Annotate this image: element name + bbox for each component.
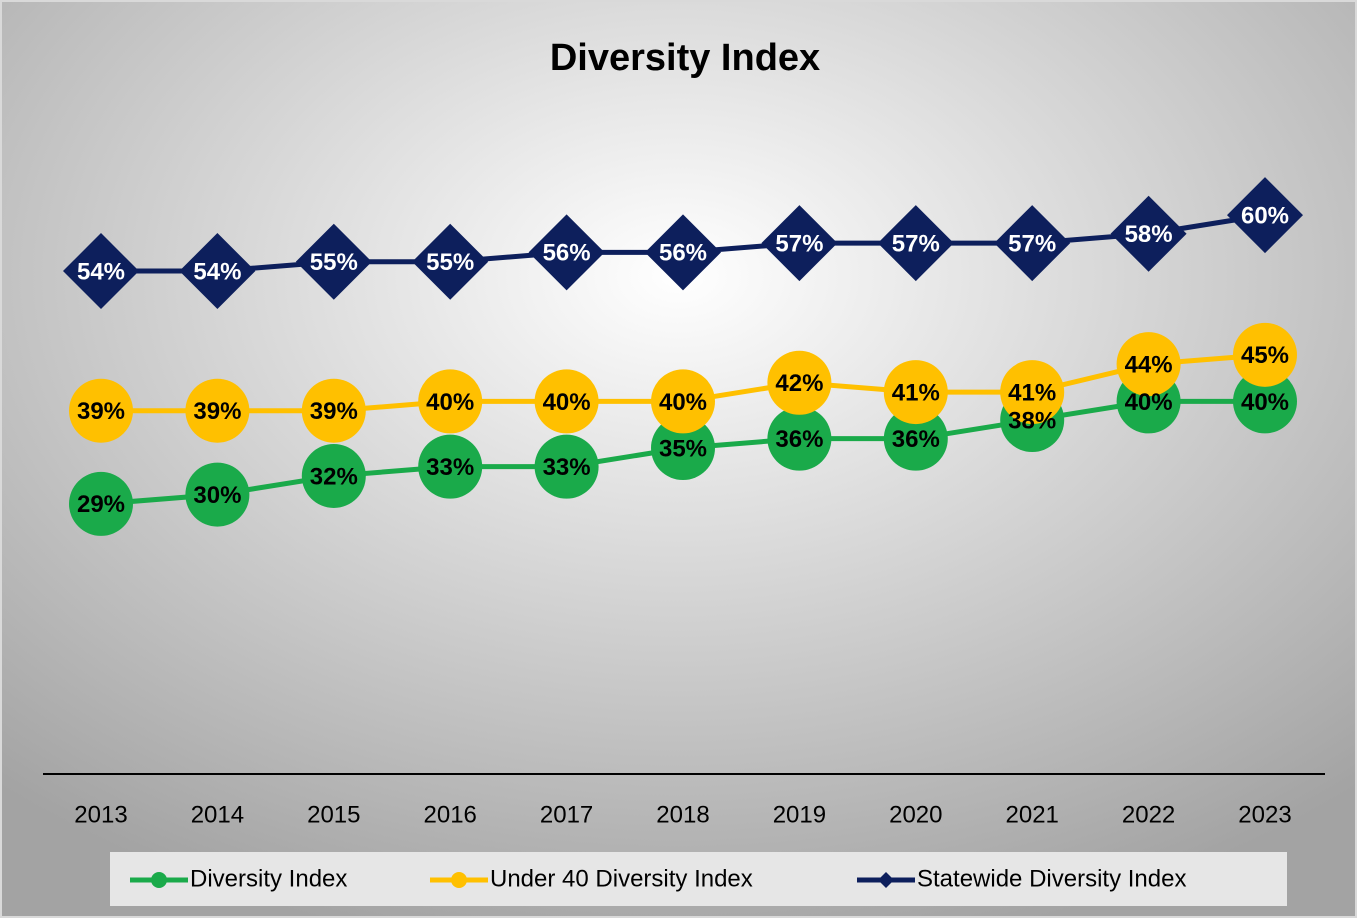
data-label: 40% [659, 389, 707, 416]
x-tick-label: 2014 [191, 801, 244, 828]
x-tick-label: 2023 [1238, 801, 1291, 828]
data-label: 36% [892, 426, 940, 453]
point-marker [651, 369, 715, 434]
data-label: 56% [543, 240, 591, 267]
point-marker [534, 369, 599, 434]
point-marker [528, 214, 605, 291]
point-marker [767, 406, 832, 471]
legend-marker [151, 872, 167, 888]
data-label: 57% [892, 230, 940, 257]
point-marker [418, 434, 483, 499]
x-tick-label: 2020 [889, 801, 942, 828]
x-tick-label: 2022 [1122, 801, 1175, 828]
legend-marker [878, 872, 894, 888]
legend-label: Under 40 Diversity Index [490, 865, 753, 892]
data-label: 40% [1125, 389, 1173, 416]
data-label: 35% [659, 435, 707, 462]
point-marker [301, 443, 366, 508]
data-label: 36% [775, 426, 823, 453]
data-label: 32% [310, 463, 358, 490]
data-label: 57% [775, 230, 823, 257]
data-label: 40% [543, 389, 591, 416]
data-label: 60% [1241, 202, 1289, 229]
point-marker [418, 369, 483, 434]
point-marker [651, 416, 715, 480]
point-marker [767, 350, 832, 415]
data-label: 45% [1241, 342, 1289, 369]
legend-label: Statewide Diversity Index [917, 865, 1186, 892]
data-label: 55% [310, 249, 358, 276]
x-tick-label: 2019 [773, 801, 826, 828]
data-label: 54% [77, 258, 125, 285]
data-label: 39% [310, 398, 358, 425]
data-label: 56% [659, 240, 707, 267]
data-label: 57% [1008, 230, 1056, 257]
point-marker [994, 205, 1071, 282]
point-marker [883, 406, 948, 471]
x-tick-label: 2017 [540, 801, 593, 828]
x-tick-label: 2021 [1006, 801, 1059, 828]
data-label: 55% [426, 249, 474, 276]
data-label: 29% [77, 491, 125, 518]
data-label: 44% [1125, 352, 1173, 379]
data-label: 33% [543, 454, 591, 481]
point-marker [883, 360, 948, 425]
point-marker [1110, 195, 1187, 272]
data-label: 38% [1008, 407, 1056, 434]
data-label: 58% [1125, 221, 1173, 248]
data-label: 40% [426, 389, 474, 416]
x-tick-label: 2013 [74, 801, 127, 828]
point-marker [412, 223, 489, 300]
data-label: 39% [77, 398, 125, 425]
data-label: 42% [775, 370, 823, 397]
point-marker [1233, 322, 1297, 387]
data-label: 41% [1008, 379, 1056, 406]
point-marker [69, 378, 133, 443]
point-marker [534, 434, 599, 499]
legend [110, 852, 1287, 906]
x-tick-label: 2016 [424, 801, 477, 828]
legend-marker [451, 872, 467, 888]
point-marker [1000, 360, 1065, 425]
point-marker [877, 205, 954, 282]
point-marker [185, 462, 250, 527]
point-marker [69, 471, 133, 536]
data-label: 41% [892, 379, 940, 406]
data-label: 33% [426, 454, 474, 481]
point-marker [179, 233, 256, 310]
point-marker [645, 214, 721, 291]
data-label: 40% [1241, 389, 1289, 416]
point-marker [761, 205, 838, 282]
point-marker [1227, 177, 1303, 254]
chart-title: Diversity Index [550, 37, 820, 79]
point-marker [301, 378, 366, 443]
point-marker [1116, 332, 1181, 397]
data-label: 30% [193, 482, 241, 509]
point-marker [295, 223, 372, 300]
point-marker [185, 378, 250, 443]
legend-label: Diversity Index [190, 865, 347, 892]
point-marker [63, 233, 139, 310]
point-marker [1233, 369, 1297, 434]
data-label: 54% [193, 258, 241, 285]
data-label: 39% [193, 398, 241, 425]
x-tick-label: 2018 [656, 801, 709, 828]
x-tick-label: 2015 [307, 801, 360, 828]
